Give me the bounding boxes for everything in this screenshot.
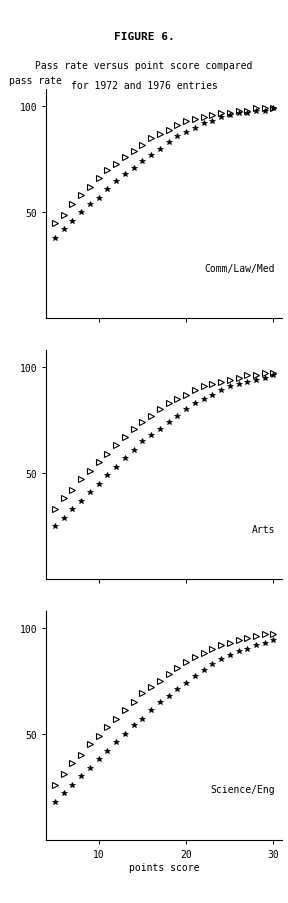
Text: pass rate: pass rate (9, 76, 62, 86)
Text: Science/Eng: Science/Eng (211, 785, 275, 795)
Text: Pass rate versus point score compared: Pass rate versus point score compared (35, 61, 253, 70)
Text: FIGURE 6.: FIGURE 6. (114, 32, 174, 42)
Text: for 1972 and 1976 entries: for 1972 and 1976 entries (71, 81, 217, 91)
Text: Comm/Law/Med: Comm/Law/Med (205, 264, 275, 274)
Text: Arts: Arts (252, 524, 275, 534)
X-axis label: points score: points score (129, 861, 199, 871)
